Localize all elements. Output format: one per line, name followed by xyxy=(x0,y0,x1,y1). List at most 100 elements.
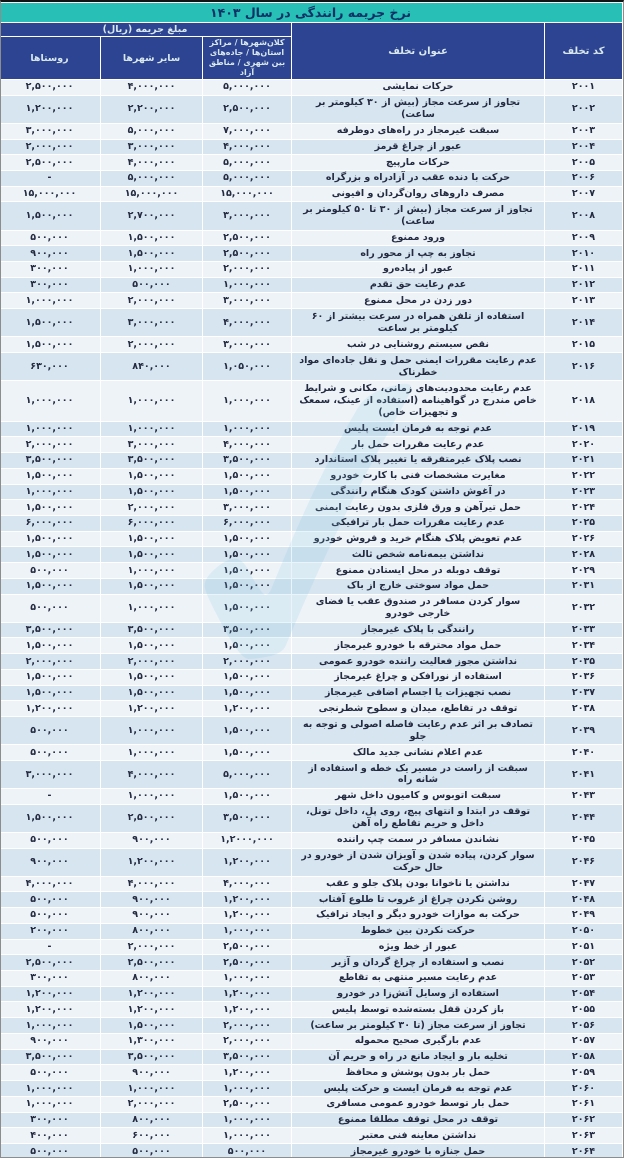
cell-fine-other-cities: ۱,۰۰۰,۰۰۰ xyxy=(100,380,203,422)
table-row: ۲۰۵۲ نصب و استفاده از چراغ گردان و آژیر ۲,… xyxy=(1,954,623,971)
cell-fine-other-cities: ۱,۲۰۰,۰۰۰ xyxy=(100,1001,203,1019)
cell-violation: حمل تیرآهن و ورق فلزی بدون رعایت ایمنی xyxy=(291,499,545,516)
cell-code: ۲۰۳۹ xyxy=(544,716,623,746)
table-row: ۲۰۱۳ دور زدن در محل ممنوع ۳,۰۰۰,۰۰۰ ۲,۰۰۰,۰… xyxy=(1,292,623,310)
cell-code: ۲۰۰۲ xyxy=(544,94,623,124)
cell-fine-other-cities: ۱,۰۰۰,۰۰۰ xyxy=(100,593,203,623)
cell-fine-metro: ۱,۰۵۰,۰۰۰ xyxy=(202,351,292,382)
cell-violation: حمل بار توسط خودرو عمومی مسافری xyxy=(291,1095,545,1113)
table-row: ۲۰۶۳ نداشتن معاینه فنی معتبر ۱,۰۰۰,۰۰۰ ۶۰۰,… xyxy=(1,1127,623,1145)
cell-violation: توقف در ابتدا و انتهای پیچ، روی پل، داخل… xyxy=(291,803,545,833)
cell-fine-other-cities: ۱,۵۰۰,۰۰۰ xyxy=(100,245,203,262)
cell-violation: عدم توجه به فرمان ایست و حرکت پلیس xyxy=(291,1080,545,1097)
cell-violation: عبور از چراغ قرمز xyxy=(291,138,545,156)
cell-fine-metro: ۱,۲۰۰,۰۰۰ xyxy=(202,1001,292,1019)
cell-code: ۲۰۰۹ xyxy=(544,229,623,247)
cell-fine-villages: ۱,۰۰۰,۰۰۰ xyxy=(1,292,102,310)
cell-fine-other-cities: ۱,۰۰۰,۰۰۰ xyxy=(100,420,203,438)
cell-fine-other-cities: ۱,۵۰۰,۰۰۰ xyxy=(100,637,203,655)
cell-violation: نصب تجهیزات یا اجسام اضافی غیرمجاز xyxy=(291,684,545,702)
cell-fine-metro: ۲,۵۰۰,۰۰۰ xyxy=(202,245,292,262)
table-row: ۲۰۴۵ نشاندن مسافر در سمت چپ راننده ۱,۲۰۰۰,… xyxy=(1,831,623,849)
cell-fine-other-cities: ۱,۳۰۰,۰۰۰ xyxy=(100,1032,203,1050)
cell-fine-villages: ۵۰۰,۰۰۰ xyxy=(1,716,102,746)
cell-violation: ورود ممنوع xyxy=(291,229,545,247)
cell-fine-metro: ۷,۰۰۰,۰۰۰ xyxy=(202,122,292,140)
cell-code: ۲۰۴۵ xyxy=(544,831,623,849)
cell-fine-villages: ۱,۵۰۰,۰۰۰ xyxy=(1,668,102,686)
cell-fine-metro: ۱,۵۰۰,۰۰۰ xyxy=(202,530,292,548)
cell-code: ۲۰۵۲ xyxy=(544,954,623,971)
table-row: ۲۰۰۳ سبقت غیرمجاز در راه‌های دوطرفه ۷,۰۰۰,… xyxy=(1,122,623,140)
cell-fine-villages: ۳,۵۰۰,۰۰۰ xyxy=(1,621,102,639)
table-row: ۲۰۰۹ ورود ممنوع ۲,۵۰۰,۰۰۰ ۱,۵۰۰,۰۰۰ ۵۰۰,۰۰۰ xyxy=(1,229,623,247)
cell-violation: نصب پلاک غیرمتفرقه یا تغییر پلاک استاندا… xyxy=(291,452,545,469)
cell-code: ۲۰۱۶ xyxy=(544,351,623,382)
cell-fine-villages: ۵۰۰,۰۰۰ xyxy=(1,1143,102,1157)
column-header-fine-amount-group: مبلغ جریمه (ریال) xyxy=(1,22,293,37)
cell-code: ۲۰۵۶ xyxy=(544,1017,623,1034)
cell-fine-villages: - xyxy=(1,787,102,805)
table-row: ۲۰۶۱ حمل بار توسط خودرو عمومی مسافری ۲,۵۰۰… xyxy=(1,1095,623,1113)
column-header-violation: عنوان تخلف xyxy=(291,22,545,80)
cell-fine-villages: ۱,۲۰۰,۰۰۰ xyxy=(1,1001,102,1019)
cell-fine-villages: ۲۰۰,۰۰۰ xyxy=(1,922,102,940)
cell-fine-metro: ۲,۵۰۰,۰۰۰ xyxy=(202,938,292,956)
cell-fine-metro: ۲,۰۰۰,۰۰۰ xyxy=(202,1032,292,1050)
cell-fine-metro: ۳,۵۰۰,۰۰۰ xyxy=(202,1048,292,1066)
cell-fine-villages: ۱,۵۰۰,۰۰۰ xyxy=(1,803,102,833)
table-row: ۲۰۱۶ عدم رعایت مقررات ایمنی حمل و نقل جاد… xyxy=(1,351,623,382)
cell-fine-other-cities: ۴,۰۰۰,۰۰۰ xyxy=(100,759,203,789)
cell-fine-villages: ۳,۵۰۰,۰۰۰ xyxy=(1,452,102,469)
cell-code: ۲۰۲۴ xyxy=(544,499,623,516)
cell-fine-other-cities: ۵۰۰,۰۰۰ xyxy=(100,1143,203,1157)
cell-fine-villages: ۱,۰۰۰,۰۰۰ xyxy=(1,380,102,422)
cell-fine-villages: ۳۰۰,۰۰۰ xyxy=(1,261,102,278)
cell-violation: نقص سیستم روشنایی در شب xyxy=(291,336,545,353)
cell-fine-metro: ۲,۵۰۰,۰۰۰ xyxy=(202,1095,292,1113)
table-row: ۲۰۲۶ عدم تعویض پلاک هنگام خرید و فروش خود… xyxy=(1,530,623,548)
cell-violation: مغایرت مشخصات فنی با کارت خودرو xyxy=(291,467,545,485)
cell-fine-other-cities: ۳,۰۰۰,۰۰۰ xyxy=(100,308,203,338)
cell-fine-metro: ۲,۰۰۰,۰۰۰ xyxy=(202,653,292,670)
cell-violation: تجاوز از سرعت مجاز (بیش از ۳۰ تا ۵۰ کیلو… xyxy=(291,201,545,231)
cell-fine-other-cities: ۱,۲۰۰,۰۰۰ xyxy=(100,700,203,718)
cell-violation: نصب و استفاده از چراغ گردان و آژیر xyxy=(291,954,545,971)
cell-violation: در آغوش داشتن کودک هنگام رانندگی xyxy=(291,483,545,501)
table-row: ۲۰۴۳ سبقت اتوبوس و کامیون داخل شهر ۱,۵۰۰,۰… xyxy=(1,787,623,805)
table-row: ۲۰۱۵ نقص سیستم روشنایی در شب ۳,۰۰۰,۰۰۰ ۲,۰۰… xyxy=(1,336,623,353)
table-row: ۲۰۵۷ عدم بارگیری صحیح محموله ۲,۰۰۰,۰۰۰ ۱,۳۰… xyxy=(1,1032,623,1050)
cell-violation: عدم رعایت مقررات حمل بار ترافیکی xyxy=(291,514,545,532)
cell-fine-metro: ۲,۵۰۰,۰۰۰ xyxy=(202,954,292,971)
cell-fine-other-cities: ۵۰۰,۰۰۰ xyxy=(100,276,203,294)
cell-fine-other-cities: ۳,۵۰۰,۰۰۰ xyxy=(100,452,203,469)
cell-fine-metro: ۱,۵۰۰,۰۰۰ xyxy=(202,637,292,655)
cell-fine-villages: ۱,۵۰۰,۰۰۰ xyxy=(1,546,102,564)
table-row: ۲۰۰۸ تجاوز از سرعت مجاز (بیش از ۳۰ تا ۵۰ … xyxy=(1,201,623,231)
cell-fine-other-cities: ۱,۵۰۰,۰۰۰ xyxy=(100,1017,203,1034)
cell-fine-metro: ۱,۰۰۰,۰۰۰ xyxy=(202,420,292,438)
cell-fine-other-cities: ۳,۵۰۰,۰۰۰ xyxy=(100,1048,203,1066)
cell-fine-villages: ۲,۰۰۰,۰۰۰ xyxy=(1,653,102,670)
cell-code: ۲۰۲۱ xyxy=(544,452,623,469)
cell-fine-other-cities: ۱,۵۰۰,۰۰۰ xyxy=(100,577,203,595)
cell-fine-metro: ۱,۲۰۰,۰۰۰ xyxy=(202,891,292,909)
cell-fine-other-cities: ۳,۰۰۰,۰۰۰ xyxy=(100,138,203,156)
table-row: ۲۰۲۳ در آغوش داشتن کودک هنگام رانندگی ۱,۵۰… xyxy=(1,483,623,501)
table-row: ۲۰۵۵ باز کردن قفل بسته‌شده توسط پلیس ۱,۲۰۰… xyxy=(1,1001,623,1019)
cell-fine-metro: ۲,۵۰۰,۰۰۰ xyxy=(202,94,292,124)
cell-code: ۲۰۰۶ xyxy=(544,170,623,187)
cell-fine-other-cities: ۶,۰۰۰,۰۰۰ xyxy=(100,514,203,532)
table-row: ۲۰۲۹ توقف دوبله در محل ایستادن ممنوع ۱,۵۰۰… xyxy=(1,562,623,579)
cell-fine-villages: ۵۰۰,۰۰۰ xyxy=(1,831,102,849)
cell-fine-metro: ۱,۵۰۰,۰۰۰ xyxy=(202,577,292,595)
table-row: ۲۰۵۰ حرکت نکردن بین خطوط ۱,۰۰۰,۰۰۰ ۸۰۰,۰۰۰ ۲… xyxy=(1,922,623,940)
cell-fine-metro: ۱,۲۰۰۰,۰۰۰ xyxy=(202,831,292,849)
cell-fine-other-cities: ۲,۵۰۰,۰۰۰ xyxy=(100,954,203,971)
cell-fine-other-cities: ۱,۲۰۰,۰۰۰ xyxy=(100,985,203,1003)
cell-violation: تجاوز به چپ از محور راه xyxy=(291,245,545,262)
cell-code: ۲۰۵۴ xyxy=(544,985,623,1003)
cell-fine-metro: ۱,۲۰۰,۰۰۰ xyxy=(202,985,292,1003)
table-row: ۲۰۶۲ توقف در محل توقف مطلقا ممنوع ۱,۰۰۰,۰۰… xyxy=(1,1111,623,1129)
cell-fine-metro: ۳,۰۰۰,۰۰۰ xyxy=(202,201,292,231)
